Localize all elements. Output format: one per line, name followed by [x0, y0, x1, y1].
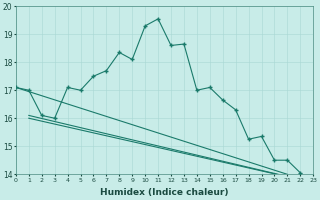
X-axis label: Humidex (Indice chaleur): Humidex (Indice chaleur) — [100, 188, 229, 197]
